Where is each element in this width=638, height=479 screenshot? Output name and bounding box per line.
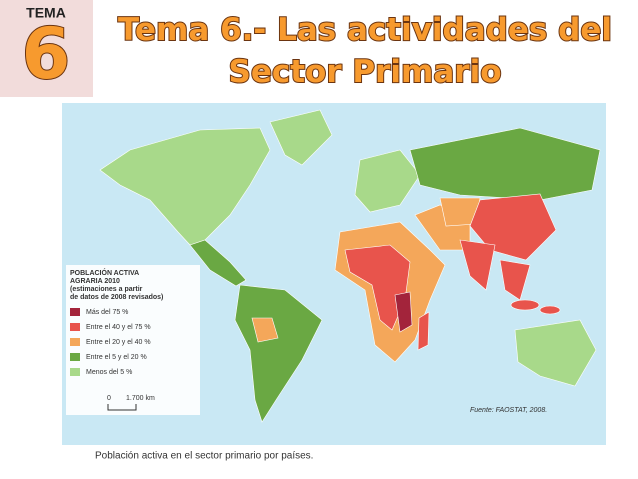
- caption: Población activa en el sector primario p…: [95, 451, 313, 462]
- legend-label: Entre el 5 y el 20 %: [86, 354, 147, 361]
- tema-number: 6: [22, 13, 71, 95]
- tema-box: [0, 0, 93, 97]
- continents: [99, 109, 601, 423]
- legend-title: de datos de 2008 revisados): [70, 294, 163, 301]
- legend-label: Entre el 20 y el 40 %: [86, 339, 151, 346]
- legend-box: [66, 265, 200, 415]
- title-line: Sector Primario: [229, 54, 502, 90]
- legend-swatch: [70, 368, 80, 376]
- legend-swatch: [70, 308, 80, 316]
- legend-label: Entre el 40 y el 75 %: [86, 324, 151, 331]
- legend-title: (estimaciones a partir: [70, 286, 143, 293]
- scale-bar: [107, 404, 137, 411]
- legend-swatch: [70, 323, 80, 331]
- legend-title: POBLACIÓN ACTIVA: [70, 268, 139, 277]
- source: Fuente: FAOSTAT, 2008.: [470, 407, 547, 414]
- tema-label: TEMA: [26, 5, 66, 21]
- scale-end: 1.700 km: [126, 395, 155, 402]
- scale-start: 0: [107, 395, 111, 402]
- title-line: Tema 6.- Las actividades del: [118, 12, 612, 48]
- legend-swatch: [70, 353, 80, 361]
- legend-swatch: [70, 338, 80, 346]
- legend-label: Más del 75 %: [86, 309, 128, 316]
- legend-label: Menos del 5 %: [86, 369, 132, 376]
- legend-title: AGRARIA 2010: [70, 278, 120, 285]
